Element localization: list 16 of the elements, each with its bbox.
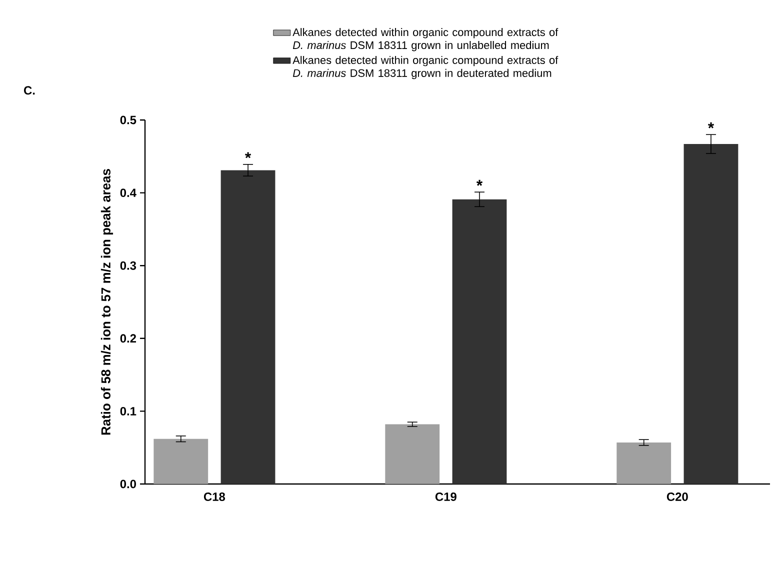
legend-label: Alkanes detected within organic compound extracts of D. marinus DSM 18311 grown in deuterated medium <box>292 56 558 80</box>
x-tick-label: C20 <box>666 492 688 501</box>
y-tick-label: 0.4 <box>120 188 136 198</box>
y-axis-title: Ratio of 58 m/z ion to 57 m/z ion peak areas <box>100 169 114 435</box>
y-tick-label: 0.3 <box>120 261 136 270</box>
legend-label: Alkanes detected within organic compound extracts of D. marinus DSM 18311 grown in unlabelled medium <box>292 28 558 52</box>
data-label: * <box>476 180 483 186</box>
x-tick-label: C19 <box>435 492 456 501</box>
x-tick-label: C18 <box>204 492 226 501</box>
y-tick-label: 0.0 <box>120 480 136 488</box>
data-label: * <box>244 152 252 158</box>
y-tick-label: 0.2 <box>120 334 136 343</box>
text: C. <box>24 86 35 95</box>
y-tick-label: 0.5 <box>120 116 136 124</box>
data-label: * <box>708 122 714 128</box>
y-tick-label: 0.1 <box>120 406 136 416</box>
